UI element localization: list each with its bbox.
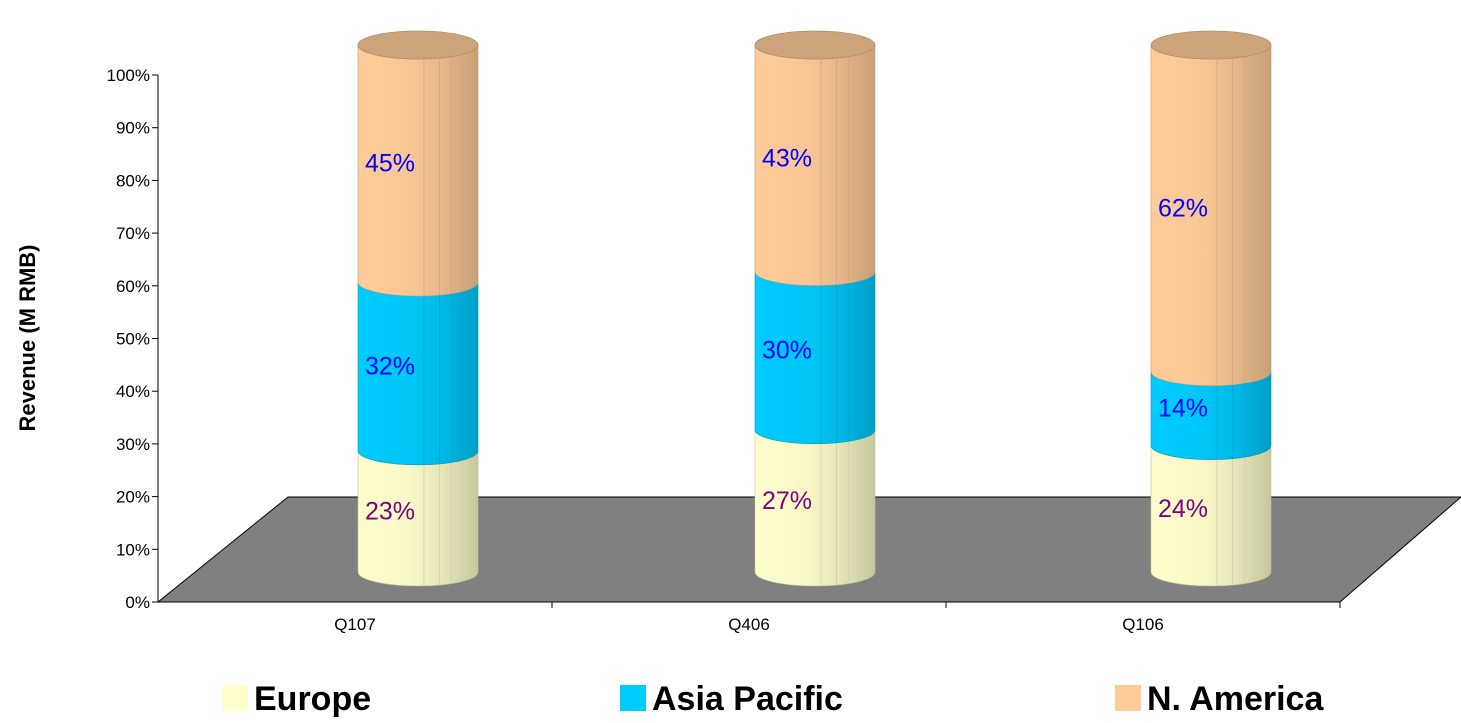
bar-top-cap bbox=[1150, 30, 1272, 60]
data-label: 62% bbox=[1158, 194, 1208, 222]
y-tick-label: 90% bbox=[116, 119, 150, 138]
y-tick-label: 60% bbox=[116, 277, 150, 296]
y-axis-label: Revenue (M RMB) bbox=[15, 244, 40, 431]
x-tick-label: Q106 bbox=[1122, 615, 1164, 634]
x-axis: Q107 Q406 Q106 bbox=[334, 602, 1341, 634]
data-label: 45% bbox=[365, 150, 415, 178]
data-label: 23% bbox=[365, 497, 415, 525]
y-tick-label: 80% bbox=[116, 171, 150, 190]
legend: Europe Asia Pacific N. America bbox=[222, 680, 1324, 718]
legend-label: Europe bbox=[254, 680, 371, 718]
y-tick-label: 20% bbox=[116, 488, 150, 507]
x-tick-label: Q406 bbox=[728, 615, 770, 634]
bar-top-cap bbox=[357, 30, 479, 60]
data-label: 14% bbox=[1158, 395, 1208, 423]
y-tick-label: 10% bbox=[116, 540, 150, 559]
x-tick-label: Q107 bbox=[334, 615, 376, 634]
y-tick-label: 30% bbox=[116, 435, 150, 454]
legend-label: N. America bbox=[1147, 680, 1324, 718]
y-tick-label: 0% bbox=[125, 593, 150, 612]
legend-label: Asia Pacific bbox=[652, 680, 843, 718]
bar-top-cap bbox=[754, 30, 876, 60]
data-label: 32% bbox=[365, 352, 415, 380]
data-label: 24% bbox=[1158, 495, 1208, 523]
y-tick-label: 40% bbox=[116, 382, 150, 401]
legend-swatch bbox=[222, 685, 248, 711]
legend-swatch bbox=[1115, 685, 1141, 711]
data-label: 27% bbox=[762, 487, 812, 515]
legend-swatch bbox=[620, 685, 646, 711]
y-axis: 0% 10% 20% 30% 40% 50% 60% 70% 80% 90% 100% bbox=[107, 66, 159, 612]
y-tick-label: 70% bbox=[116, 224, 150, 243]
y-tick-label: 50% bbox=[116, 330, 150, 349]
bars bbox=[357, 30, 1272, 587]
y-tick-label: 100% bbox=[107, 66, 150, 85]
data-label: 30% bbox=[762, 337, 812, 365]
data-label: 43% bbox=[762, 144, 812, 172]
